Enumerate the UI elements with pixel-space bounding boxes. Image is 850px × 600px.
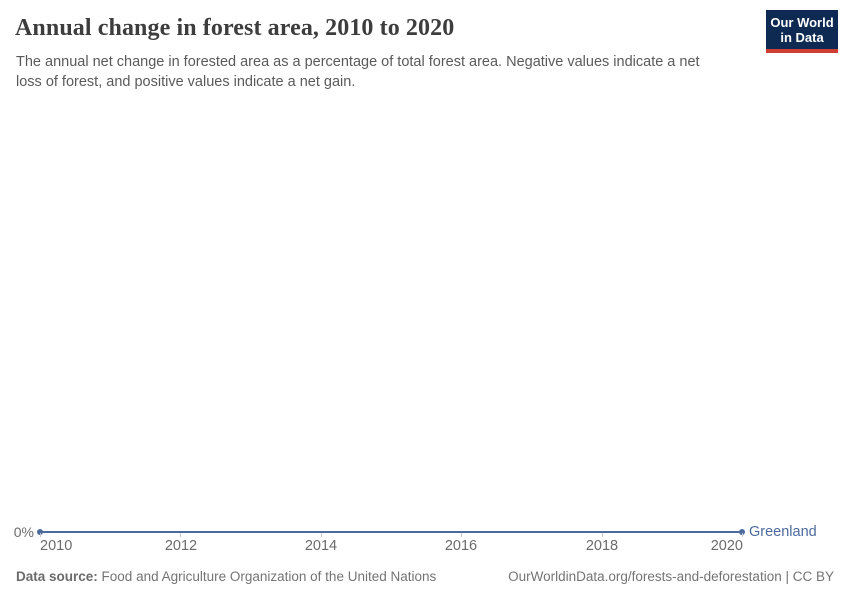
owid-logo[interactable]: Our World in Data xyxy=(766,10,838,53)
data-source-note: Data source: Food and Agriculture Organi… xyxy=(16,569,436,584)
x-axis-label-2020: 2020 xyxy=(710,538,743,554)
x-axis-tick-2018 xyxy=(602,533,603,537)
x-axis-tick-2010 xyxy=(40,533,41,537)
y-axis-tick-label-zero: 0% xyxy=(13,524,34,540)
x-axis-label-2018: 2018 xyxy=(585,538,619,554)
footer-attribution: OurWorldinData.org/forests-and-deforesta… xyxy=(508,569,834,584)
chart-subtitle: The annual net change in forested area a… xyxy=(16,54,700,90)
x-axis-label-2012: 2012 xyxy=(164,538,198,554)
series-label-greenland: Greenland xyxy=(749,524,817,540)
data-source-text: Food and Agriculture Organization of the… xyxy=(101,569,437,584)
footer-separator: | xyxy=(781,569,793,584)
x-axis-tick-2012 xyxy=(180,533,181,537)
greenland-data-line xyxy=(40,531,742,533)
x-axis-label-2016: 2016 xyxy=(444,538,478,554)
owid-logo-line1: Our World xyxy=(770,15,834,30)
x-axis-label-2014: 2014 xyxy=(304,538,338,554)
line-end-point xyxy=(739,529,745,535)
line-start-point xyxy=(37,529,43,535)
data-source-label: Data source: xyxy=(16,569,98,584)
owid-logo-line2: in Data xyxy=(780,30,824,45)
chart-title: Annual change in forest area, 2010 to 20… xyxy=(15,15,455,41)
x-axis-label-2010: 2010 xyxy=(40,538,73,554)
license-badge: CC BY xyxy=(792,569,834,584)
x-axis-tick-2014 xyxy=(321,533,322,537)
x-axis-tick-2016 xyxy=(461,533,462,537)
x-axis-tick-2020 xyxy=(742,533,743,537)
owid-url-link[interactable]: OurWorldinData.org/forests-and-deforesta… xyxy=(508,569,782,584)
